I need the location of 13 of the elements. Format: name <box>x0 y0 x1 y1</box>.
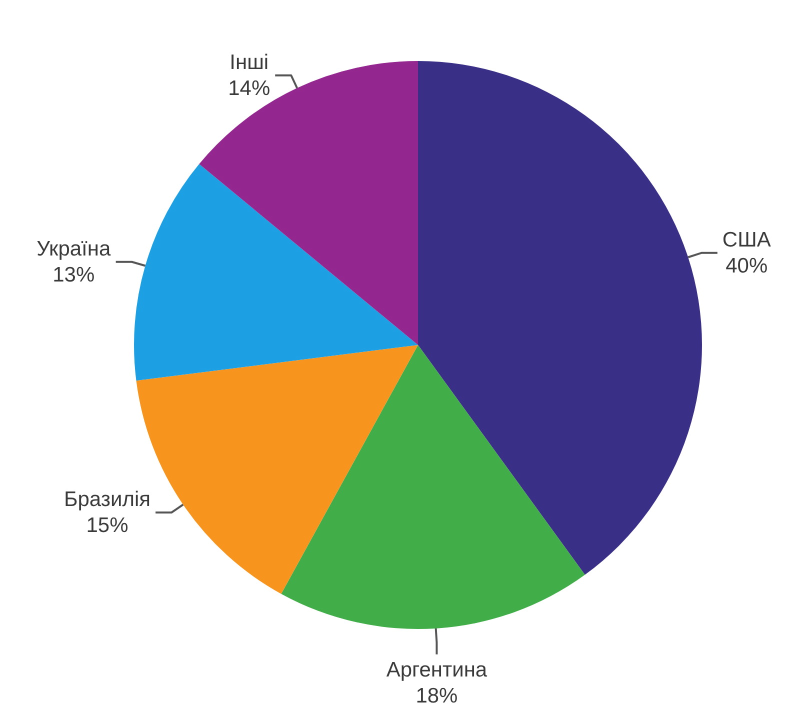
slice-label: Інші <box>230 50 269 74</box>
data-label: 15% <box>86 514 128 537</box>
data-label: 13% <box>52 263 95 286</box>
slice-label: США <box>722 228 771 252</box>
pie-slice <box>134 164 418 381</box>
slice-label: Україна <box>36 237 111 260</box>
data-label: 14% <box>228 76 270 100</box>
pie-slice <box>418 61 702 575</box>
data-label: 40% <box>726 254 768 278</box>
data-label: 18% <box>416 684 458 708</box>
slice-label: Аргентина <box>386 658 488 682</box>
slice-label: Бразилія <box>64 488 151 511</box>
pie-slice <box>281 345 585 629</box>
